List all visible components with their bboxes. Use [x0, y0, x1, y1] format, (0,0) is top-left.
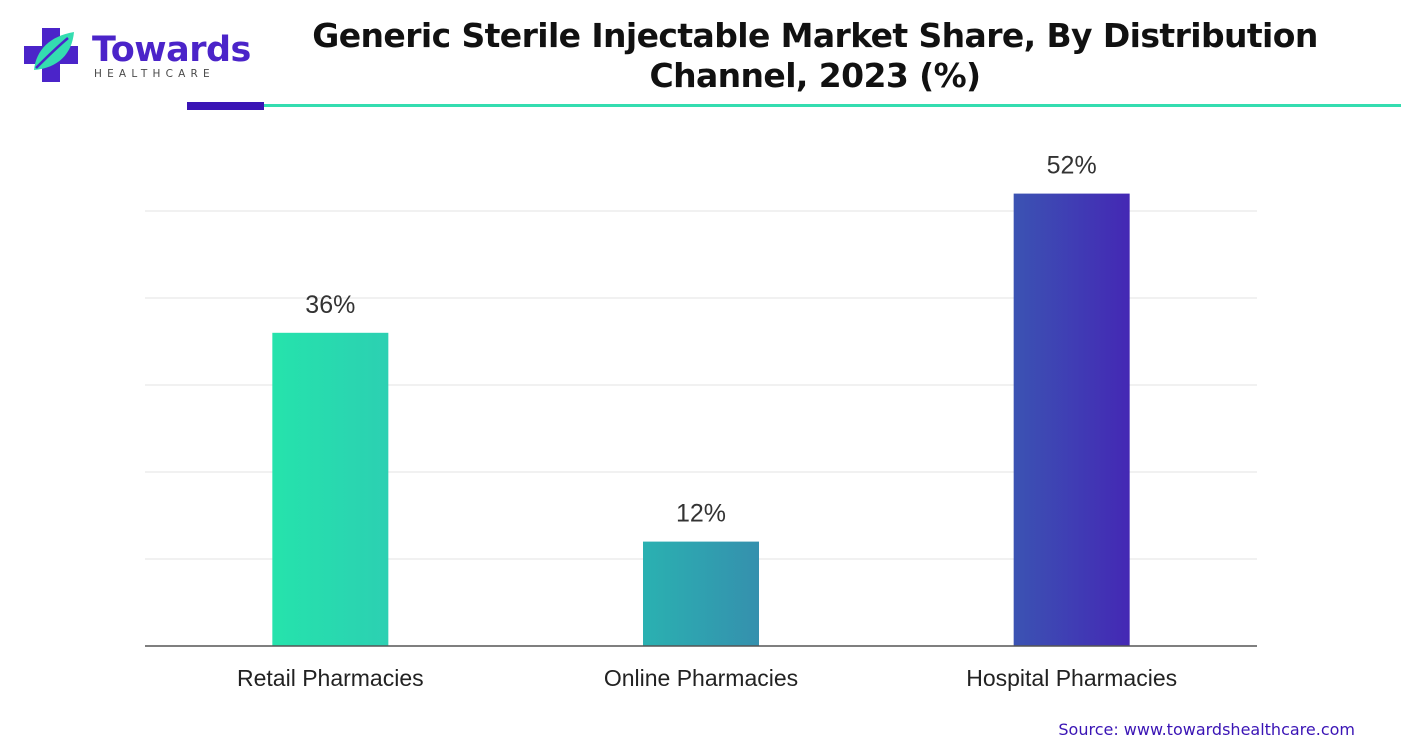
x-tick-label: Hospital Pharmacies: [966, 665, 1177, 691]
logo-subtitle: HEALTHCARE: [94, 68, 215, 80]
bar-retail-pharmacies: [272, 332, 389, 646]
bars: [272, 193, 1130, 646]
chart-title: Generic Sterile Injectable Market Share,…: [312, 16, 1318, 95]
cross-leaf-icon: [24, 28, 78, 82]
data-label: 12%: [676, 500, 726, 528]
brand-logo: Towards HEALTHCARE: [22, 24, 251, 86]
bar-online-pharmacies: [643, 541, 759, 646]
data-labels: 36% 12% 52%: [305, 152, 1096, 528]
header-rule: [264, 104, 1401, 107]
x-tick-label: Retail Pharmacies: [237, 665, 424, 691]
source-note: Source: www.towardshealthcare.com: [1058, 720, 1355, 739]
bar-hospital-pharmacies: [1013, 193, 1130, 646]
logo-wordmark: Towards: [92, 30, 251, 70]
data-label: 36%: [305, 291, 355, 319]
x-axis: Retail Pharmacies Online Pharmacies Hospit…: [145, 645, 1257, 691]
data-label: 52%: [1047, 152, 1097, 180]
x-tick-label: Online Pharmacies: [604, 665, 798, 691]
header-rule-accent: [187, 102, 264, 110]
